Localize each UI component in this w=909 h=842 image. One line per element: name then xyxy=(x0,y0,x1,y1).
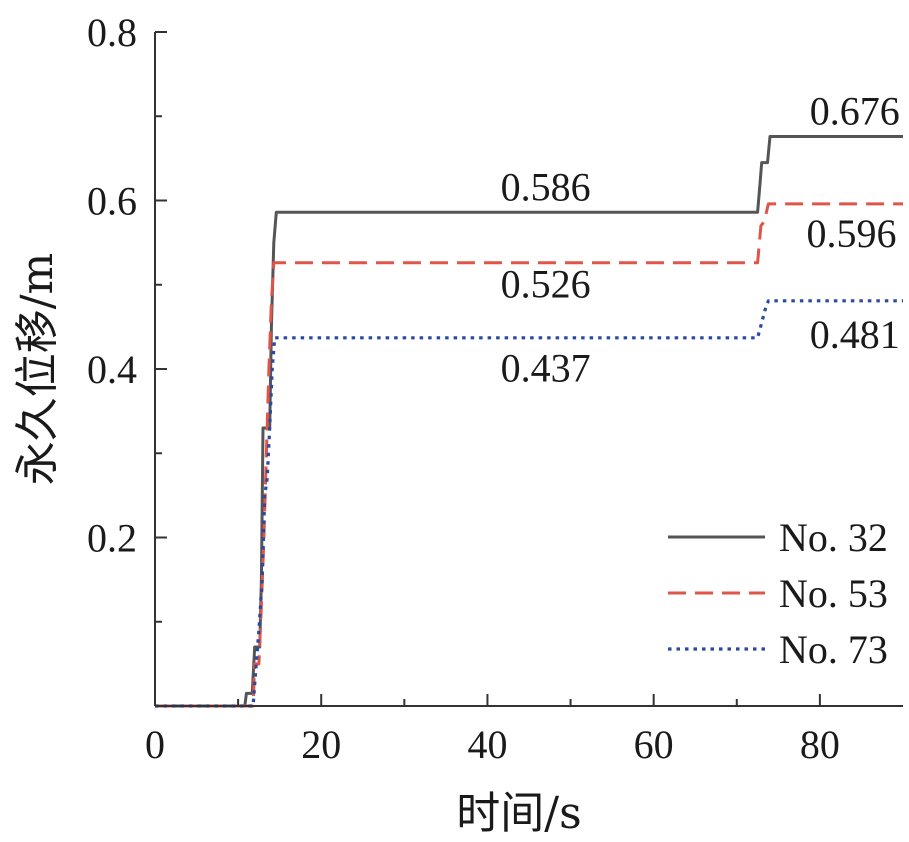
legend-label-1: No. 32 xyxy=(779,515,888,560)
y-tick-label: 0.8 xyxy=(87,10,137,55)
y-tick-label: 0.6 xyxy=(87,179,137,224)
value-annotation: 0.596 xyxy=(806,211,896,256)
legend: No. 32 No. 53 No. 73 xyxy=(668,515,888,672)
value-annotation: 0.526 xyxy=(501,261,591,306)
y-tick-label: 0.4 xyxy=(87,347,137,392)
x-tick-label: 60 xyxy=(634,722,674,767)
axes: 0 20 40 60 80 0.2 0.4 0.6 0.8 xyxy=(87,10,903,767)
plot-lines xyxy=(155,135,903,708)
value-annotation: 0.481 xyxy=(810,312,900,357)
value-annotation: 0.586 xyxy=(501,165,591,210)
value-annotation: 0.676 xyxy=(810,89,900,134)
y-axis-title: 永久位移/m xyxy=(12,253,63,486)
x-tick-label: 0 xyxy=(145,722,165,767)
x-tick-label: 40 xyxy=(467,722,507,767)
x-axis-title: 时间/s xyxy=(456,788,581,839)
legend-label-3: No. 73 xyxy=(779,627,888,672)
series-line-3 xyxy=(155,299,903,708)
legend-label-2: No. 53 xyxy=(779,571,888,616)
annotations: 0.586 0.526 0.437 0.676 0.596 0.481 xyxy=(501,89,900,391)
x-tick-label: 80 xyxy=(800,722,840,767)
series-line-2 xyxy=(155,202,903,708)
y-tick-label: 0.2 xyxy=(87,516,137,561)
value-annotation: 0.437 xyxy=(501,346,591,391)
x-tick-label: 20 xyxy=(301,722,341,767)
